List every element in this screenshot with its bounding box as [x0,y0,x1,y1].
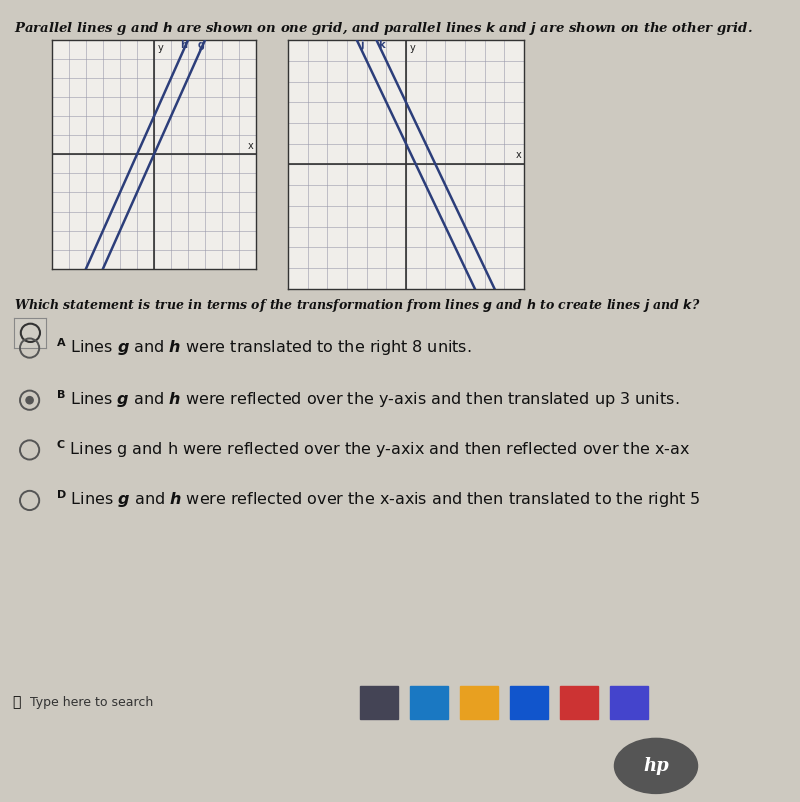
Text: $^{\mathbf{A}}$ Lines $\bfit{g}$ and $\bfit{h}$ were translated to the right 8 u: $^{\mathbf{A}}$ Lines $\bfit{g}$ and $\b… [56,336,472,358]
Text: x: x [515,150,521,160]
Circle shape [614,738,698,794]
Text: j: j [360,40,363,51]
Text: $^{\mathbf{D}}$ Lines $\bfit{g}$ and $\bfit{h}$ were reflected over the x-axis a: $^{\mathbf{D}}$ Lines $\bfit{g}$ and $\b… [56,488,701,511]
Text: k: k [378,40,385,51]
Bar [510,686,548,719]
Text: y: y [158,43,163,53]
Text: x: x [248,140,254,151]
Text: hp: hp [643,757,669,775]
Bar [610,686,648,719]
Text: Parallel lines g and $\bfit{h}$ are shown on one grid, and parallel lines $\bfit: Parallel lines g and $\bfit{h}$ are show… [14,20,753,37]
Bar [410,686,448,719]
Bar [560,686,598,719]
Bar [460,686,498,719]
Text: h: h [180,39,187,50]
Text: Which statement is true in terms of the transformation from lines $\bfit{g}$ and: Which statement is true in terms of the … [14,297,701,314]
Text: y: y [410,43,416,53]
Bar [360,686,398,719]
Circle shape [26,396,34,404]
Text: g: g [198,39,204,50]
Text: Type here to search: Type here to search [30,696,154,709]
Text: 🔍: 🔍 [12,695,20,710]
Text: $^{\mathbf{B}}$ Lines $\bfit{g}$ and $\bfit{h}$ were reflected over the y-axis a: $^{\mathbf{B}}$ Lines $\bfit{g}$ and $\b… [56,388,679,411]
Text: $^{\mathbf{C}}$ Lines g and h were reflected over the y-axix and then reflected : $^{\mathbf{C}}$ Lines g and h were refle… [56,438,690,460]
